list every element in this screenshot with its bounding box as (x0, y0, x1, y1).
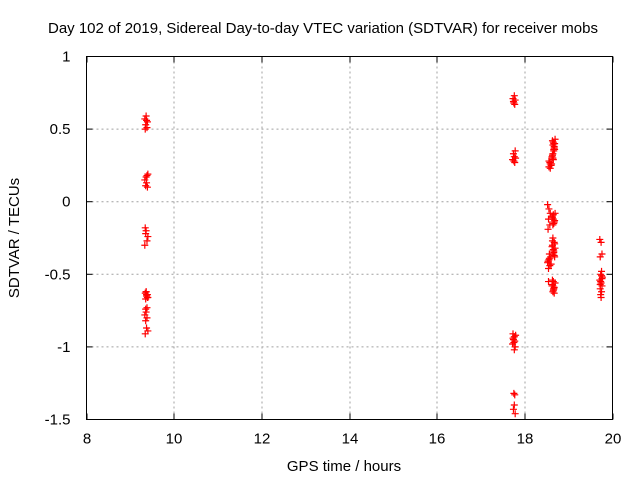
data-point (546, 158, 554, 166)
y-tick-label: 0.5 (50, 121, 71, 138)
x-axis-label: GPS time / hours (287, 458, 401, 475)
data-point (509, 405, 517, 413)
data-point (551, 135, 559, 143)
y-tick-labels: -1.5 -1 -0.5 0 0.5 1 (45, 49, 71, 429)
x-tick-labels: 8 10 12 14 16 18 20 (83, 431, 622, 448)
x-tick-label: 20 (605, 431, 622, 448)
data-point (511, 391, 519, 399)
data-point (551, 145, 559, 153)
y-tick-label: -1 (57, 339, 70, 356)
data-point (143, 304, 151, 312)
data-point (549, 282, 557, 290)
data-point (141, 125, 149, 133)
data-point (597, 294, 605, 302)
data-point (511, 410, 519, 418)
data-point (598, 272, 606, 280)
y-axis-label: SDTVAR / TECUs (6, 178, 23, 298)
data-point (596, 253, 604, 261)
y-tick-label: 1 (62, 49, 70, 66)
data-point (544, 257, 552, 265)
data-point (142, 305, 150, 313)
data-point (550, 140, 558, 148)
data-point (509, 98, 517, 106)
data-point (143, 172, 151, 180)
y-tick-label: -1.5 (45, 412, 71, 429)
data-point (509, 334, 517, 342)
x-tick-label: 18 (517, 431, 534, 448)
data-point (143, 237, 151, 245)
x-tick-label: 14 (342, 431, 359, 448)
data-point (143, 183, 151, 191)
data-point (551, 253, 559, 261)
x-tick-label: 10 (166, 431, 183, 448)
data-point (142, 317, 150, 325)
data-point (510, 389, 518, 397)
data-points (141, 92, 606, 418)
data-point (143, 179, 151, 187)
data-point (510, 346, 518, 354)
data-point (549, 211, 557, 219)
data-point (141, 241, 149, 249)
data-point (545, 278, 553, 286)
grid (86, 56, 613, 420)
data-point (511, 158, 519, 166)
y-tick-label: 0 (62, 194, 70, 211)
data-point (550, 249, 558, 257)
x-tick-label: 12 (254, 431, 271, 448)
data-point (143, 291, 151, 299)
data-point (143, 116, 151, 124)
data-point (597, 238, 605, 246)
data-point (549, 221, 557, 229)
data-point (597, 278, 605, 286)
data-point (142, 230, 150, 238)
data-point (510, 401, 518, 409)
data-point (510, 157, 518, 165)
data-point (510, 92, 518, 100)
data-point (544, 225, 552, 233)
data-point (544, 201, 552, 209)
x-tick-label: 8 (83, 431, 91, 448)
data-point (545, 264, 553, 272)
data-point (550, 219, 558, 227)
data-point (511, 147, 519, 155)
data-point (141, 330, 149, 338)
data-point (510, 339, 518, 347)
data-point (549, 154, 557, 162)
x-tick-label: 16 (429, 431, 446, 448)
y-tick-label: -0.5 (45, 266, 71, 283)
data-point (549, 234, 557, 242)
chart-title: Day 102 of 2019, Sidereal Day-to-day VTE… (48, 20, 598, 37)
plot-frame (86, 56, 613, 420)
data-point (545, 205, 553, 213)
